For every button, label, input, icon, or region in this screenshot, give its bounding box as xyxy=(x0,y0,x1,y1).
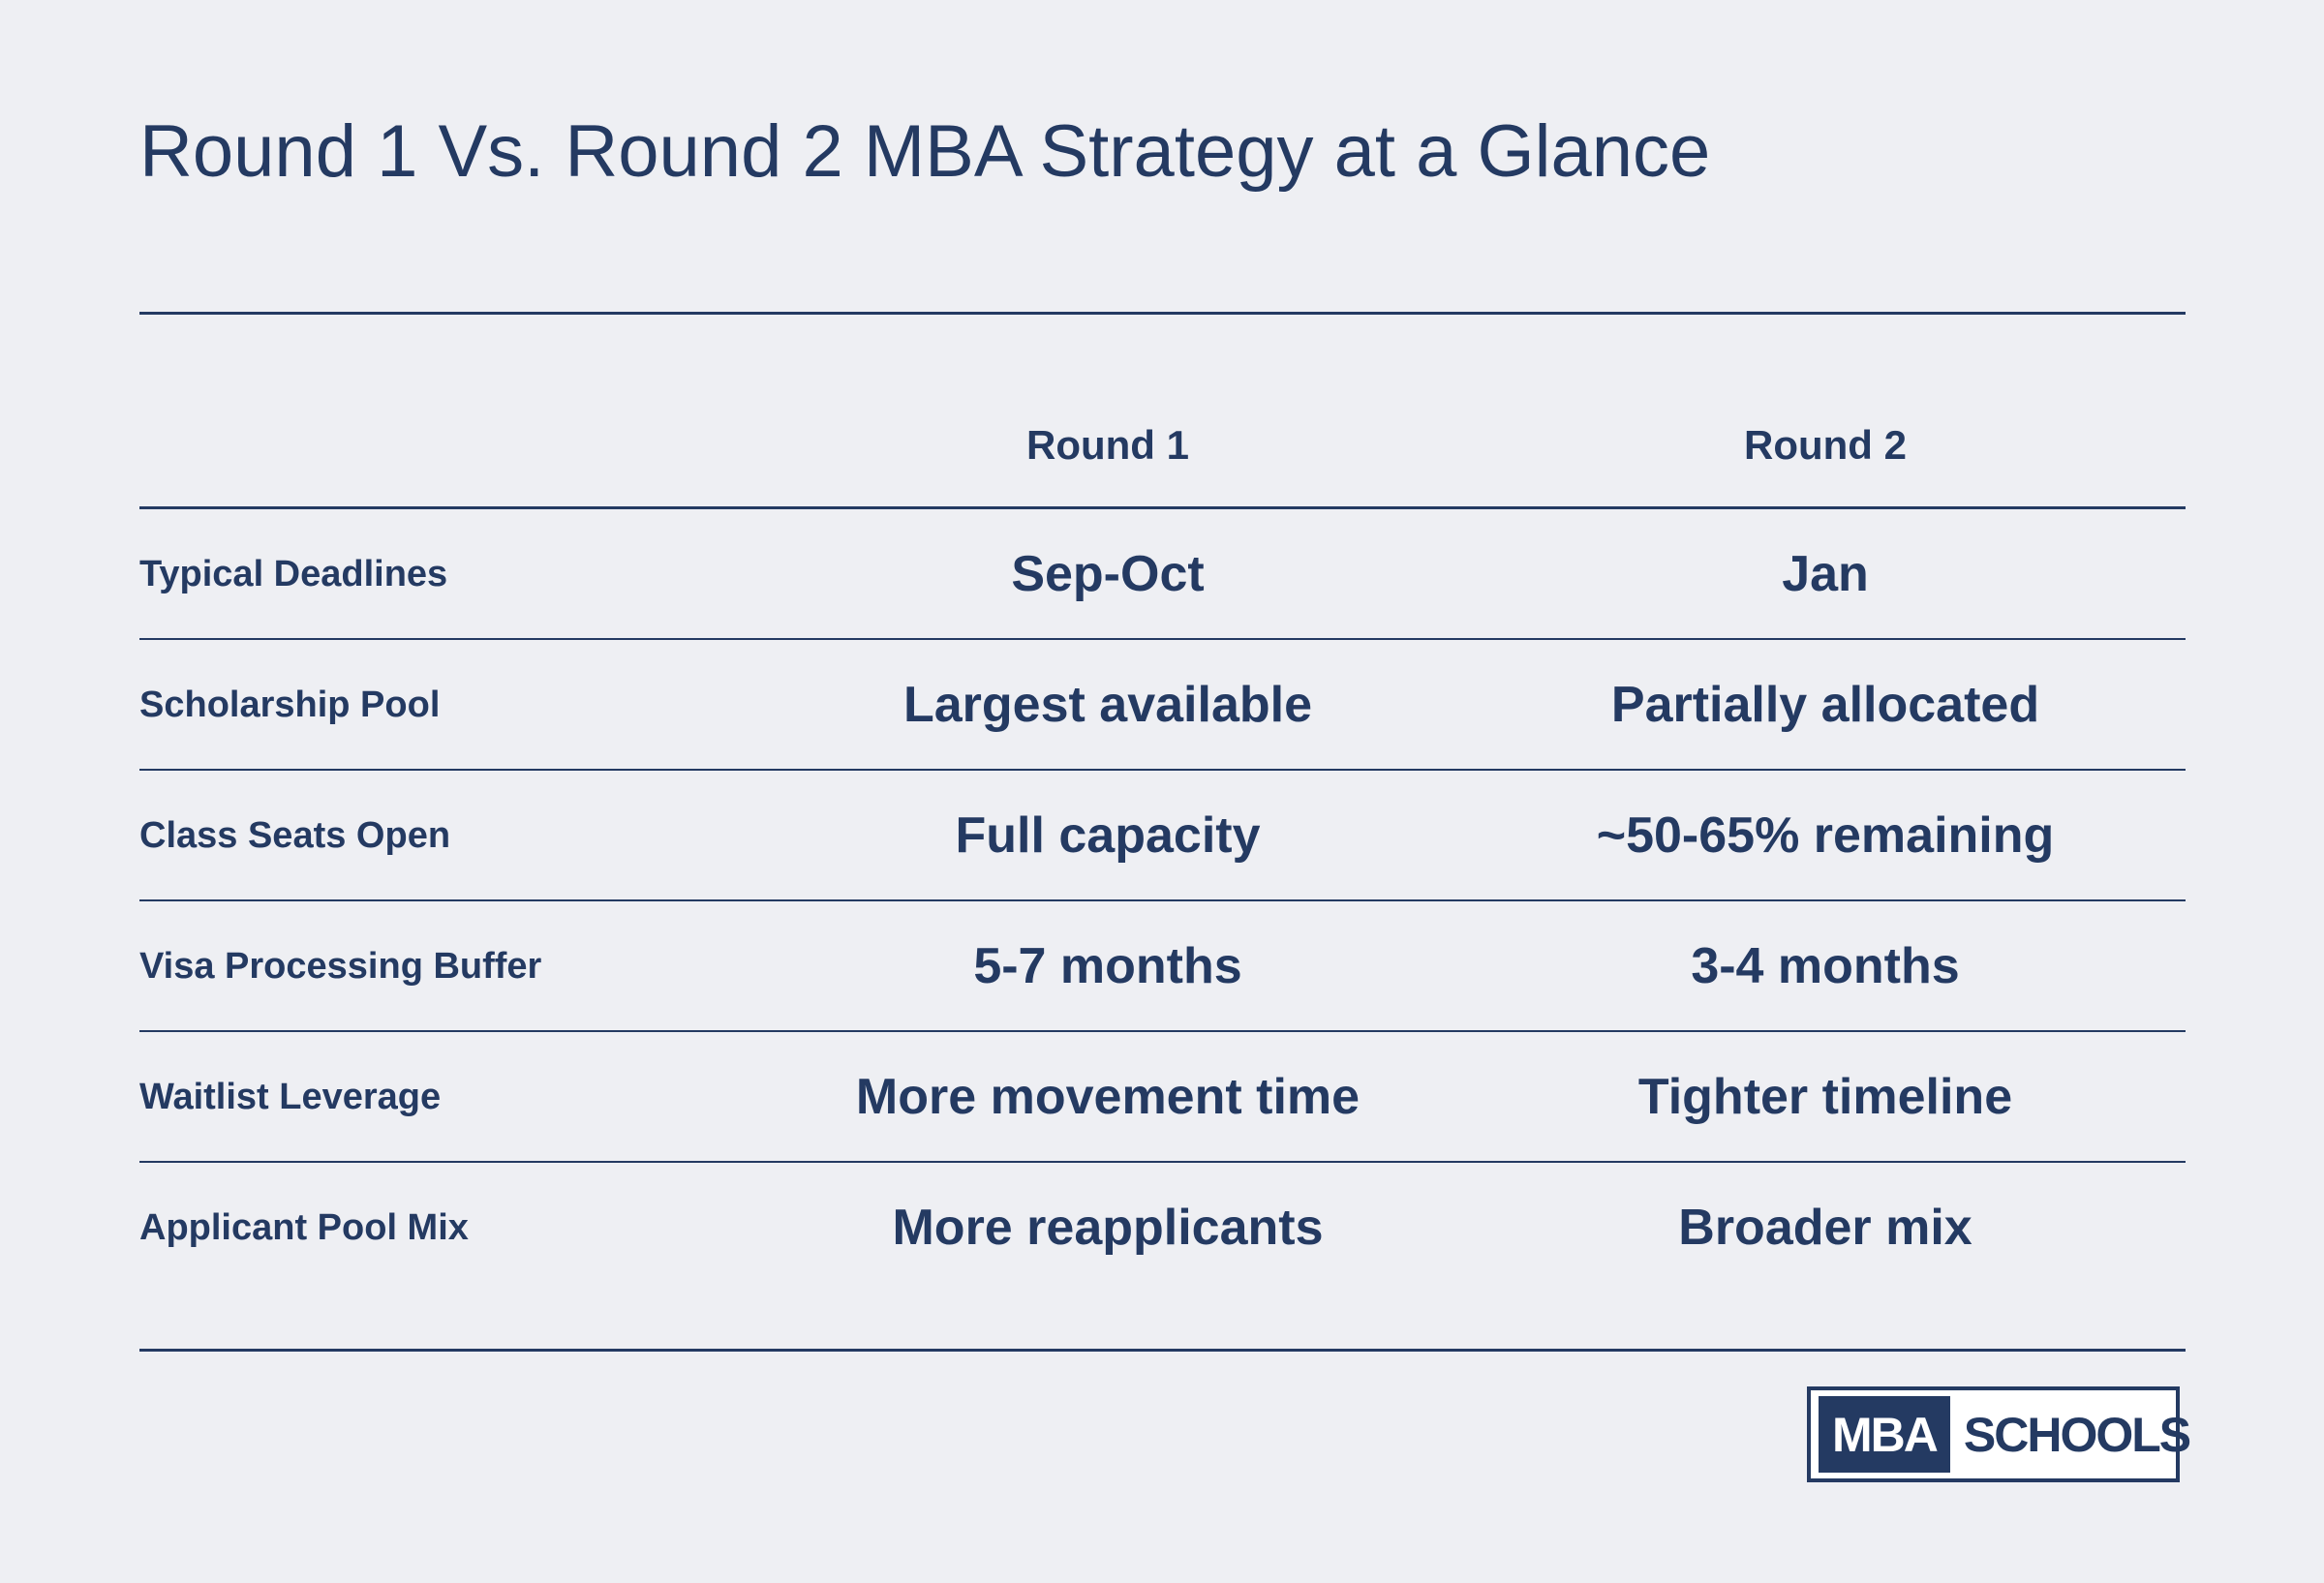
round-1-value: 5-7 months xyxy=(973,938,1242,994)
row-label: Class Seats Open xyxy=(139,815,451,856)
page-title: Round 1 Vs. Round 2 MBA Strategy at a Gl… xyxy=(139,110,1711,193)
table-row: Class Seats Open Full capacity ~50-65% r… xyxy=(139,771,2186,901)
bottom-divider xyxy=(139,1349,2186,1352)
table-row: Visa Processing Buffer 5-7 months 3-4 mo… xyxy=(139,901,2186,1032)
row-label: Applicant Pool Mix xyxy=(139,1207,469,1248)
round-2-value: Partially allocated xyxy=(1610,677,2040,733)
round-2-value: Tighter timeline xyxy=(1637,1069,2013,1125)
column-header-round-1: Round 1 xyxy=(1026,422,1189,468)
round-2-value: ~50-65% remaining xyxy=(1596,807,2055,864)
table-row: Waitlist Leverage More movement time Tig… xyxy=(139,1032,2186,1163)
round-2-value: 3-4 months xyxy=(1691,938,1960,994)
top-divider xyxy=(139,312,2186,315)
header-divider xyxy=(139,506,2186,509)
row-label: Scholarship Pool xyxy=(139,685,441,725)
round-2-value: Broader mix xyxy=(1678,1200,1972,1256)
table-row: Typical Deadlines Sep-Oct Jan xyxy=(139,509,2186,640)
row-divider xyxy=(139,769,2186,771)
column-header-round-2: Round 2 xyxy=(1744,422,1907,468)
logo-schools-text: SCHOOLS xyxy=(1963,1407,2191,1462)
row-divider xyxy=(139,899,2186,901)
row-label: Typical Deadlines xyxy=(139,554,448,594)
round-2-value: Jan xyxy=(1782,546,1869,602)
row-label: Waitlist Leverage xyxy=(139,1077,442,1117)
round-1-value: Full capacity xyxy=(955,807,1261,864)
round-1-value: Sep-Oct xyxy=(1011,546,1205,602)
row-divider xyxy=(139,1161,2186,1163)
round-1-value: Largest available xyxy=(903,677,1312,733)
row-label: Visa Processing Buffer xyxy=(139,946,542,987)
row-divider xyxy=(139,638,2186,640)
round-1-value: More reapplicants xyxy=(892,1200,1324,1256)
table-row: Scholarship Pool Largest available Parti… xyxy=(139,640,2186,771)
table-row: Applicant Pool Mix More reapplicants Bro… xyxy=(139,1163,2186,1294)
round-1-value: More movement time xyxy=(855,1069,1361,1125)
mba-schools-logo: MBA SCHOOLS xyxy=(1807,1386,2191,1482)
logo-mba-text: MBA xyxy=(1819,1396,1950,1473)
row-divider xyxy=(139,1030,2186,1032)
